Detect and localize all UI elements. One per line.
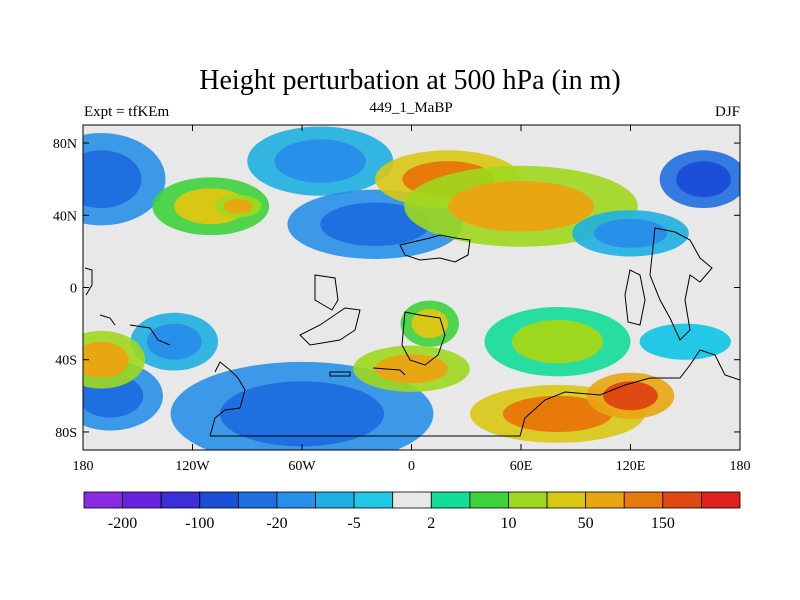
colorbar-swatch bbox=[83, 491, 123, 509]
north-america-coast bbox=[399, 234, 471, 263]
contour-region bbox=[676, 161, 731, 198]
x-tick-label: 60W bbox=[288, 459, 316, 474]
contour-region bbox=[83, 150, 142, 209]
contour-region bbox=[146, 323, 202, 360]
colorbar-swatch bbox=[122, 491, 162, 509]
colorbar-label: -100 bbox=[185, 515, 214, 532]
run-label: 449_1_MaBP bbox=[369, 100, 452, 116]
contour-region bbox=[448, 180, 594, 232]
colorbar-swatch bbox=[469, 491, 509, 509]
colorbar-swatch bbox=[160, 491, 201, 509]
contour-region bbox=[274, 139, 366, 183]
contour-region bbox=[320, 202, 430, 246]
contour-fields bbox=[83, 126, 740, 450]
contour-region bbox=[223, 199, 253, 214]
y-tick-label: 80N bbox=[53, 137, 77, 152]
x-tick-label: 0 bbox=[408, 459, 415, 474]
colorbar-label: 2 bbox=[427, 515, 435, 532]
contour-region bbox=[603, 381, 658, 411]
contour-region bbox=[83, 341, 129, 378]
west-coast-islands bbox=[84, 267, 406, 377]
colorbar-swatch bbox=[623, 491, 664, 509]
colorbar-swatch bbox=[315, 491, 355, 509]
experiment-label: Expt = tfKEm bbox=[84, 104, 169, 120]
contour-region bbox=[639, 323, 731, 360]
x-tick-label: 120E bbox=[616, 459, 646, 474]
colorbar-swatch bbox=[546, 491, 587, 509]
colorbar-swatch bbox=[508, 491, 548, 509]
plot-title: Height perturbation at 500 hPa (in m) bbox=[199, 65, 620, 96]
asia-coast bbox=[624, 227, 713, 341]
antarctica-coast bbox=[209, 349, 740, 437]
x-tick-label: 180 bbox=[730, 459, 751, 474]
africa-coast bbox=[401, 311, 446, 366]
contour-region bbox=[511, 320, 604, 364]
season-label: DJF bbox=[715, 104, 740, 120]
contour-region bbox=[594, 218, 667, 248]
y-tick-label: 40S bbox=[55, 354, 77, 369]
colorbar-swatch bbox=[237, 491, 278, 509]
colorbar-swatch bbox=[430, 491, 471, 509]
map-plot-area bbox=[82, 124, 741, 451]
colorbar-swatch bbox=[701, 491, 741, 509]
colorbar-swatch bbox=[585, 491, 625, 509]
colorbar-label: -20 bbox=[266, 515, 287, 532]
y-tick-label: 40N bbox=[53, 209, 77, 224]
x-tick-label: 120W bbox=[175, 459, 210, 474]
colorbar-swatch bbox=[276, 491, 316, 509]
contour-region bbox=[219, 381, 385, 447]
x-tick-label: 180 bbox=[73, 459, 94, 474]
axes: 180 120W 60W 0 60E 120E 180 80N 40N 0 40S 80S bbox=[53, 125, 751, 474]
colorbar-swatch bbox=[199, 491, 239, 509]
y-tick-label: 0 bbox=[70, 282, 77, 297]
colorbar-label: -5 bbox=[347, 515, 360, 532]
colorbar-label: -200 bbox=[108, 515, 137, 532]
colorbar-label: 10 bbox=[500, 515, 516, 532]
coastlines bbox=[84, 227, 740, 437]
colorbar-swatch bbox=[353, 491, 394, 509]
contour-region bbox=[411, 309, 448, 339]
x-tick-label: 60E bbox=[510, 459, 533, 474]
south-america-coast bbox=[299, 274, 361, 346]
colorbar-label: 150 bbox=[651, 515, 675, 532]
y-tick-label: 80S bbox=[55, 426, 77, 441]
colorbar-swatch bbox=[662, 491, 702, 509]
colorbar: -200 -100 -20 -5 2 10 50 150 bbox=[83, 491, 741, 532]
contour-region bbox=[502, 395, 613, 432]
colorbar-label: 50 bbox=[578, 515, 594, 532]
colorbar-swatch bbox=[392, 491, 432, 509]
